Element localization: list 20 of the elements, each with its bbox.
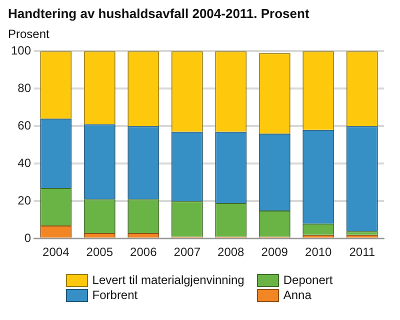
x-tick-label: 2006	[130, 245, 158, 260]
x-tick-label: 2004	[42, 245, 70, 260]
legend-label: Deponert	[283, 273, 333, 287]
legend-label: Anna	[283, 288, 312, 302]
chart-title: Handtering av hushaldsavfall 2004-2011. Prosent	[8, 6, 310, 21]
y-tick-label: 0	[24, 230, 32, 245]
x-tick-label: 2011	[349, 245, 376, 260]
legend-label: Forbrent	[92, 288, 138, 302]
x-tick-label: 2009	[261, 245, 288, 260]
x-tick-label: 2007	[174, 245, 201, 260]
y-tick-label: 100	[10, 44, 32, 58]
y-tick-label: 20	[18, 193, 32, 208]
x-tick-label: 2008	[218, 245, 245, 260]
y-tick-label: 80	[18, 80, 32, 95]
legend-label: Levert til materialgjenvinning	[92, 273, 244, 287]
y-axis-title: Prosent	[8, 27, 50, 41]
y-tick-label: 40	[18, 156, 32, 170]
x-tick-label: 2010	[305, 245, 332, 260]
x-tick-label: 2005	[86, 245, 114, 260]
y-tick-label: 60	[18, 118, 32, 132]
